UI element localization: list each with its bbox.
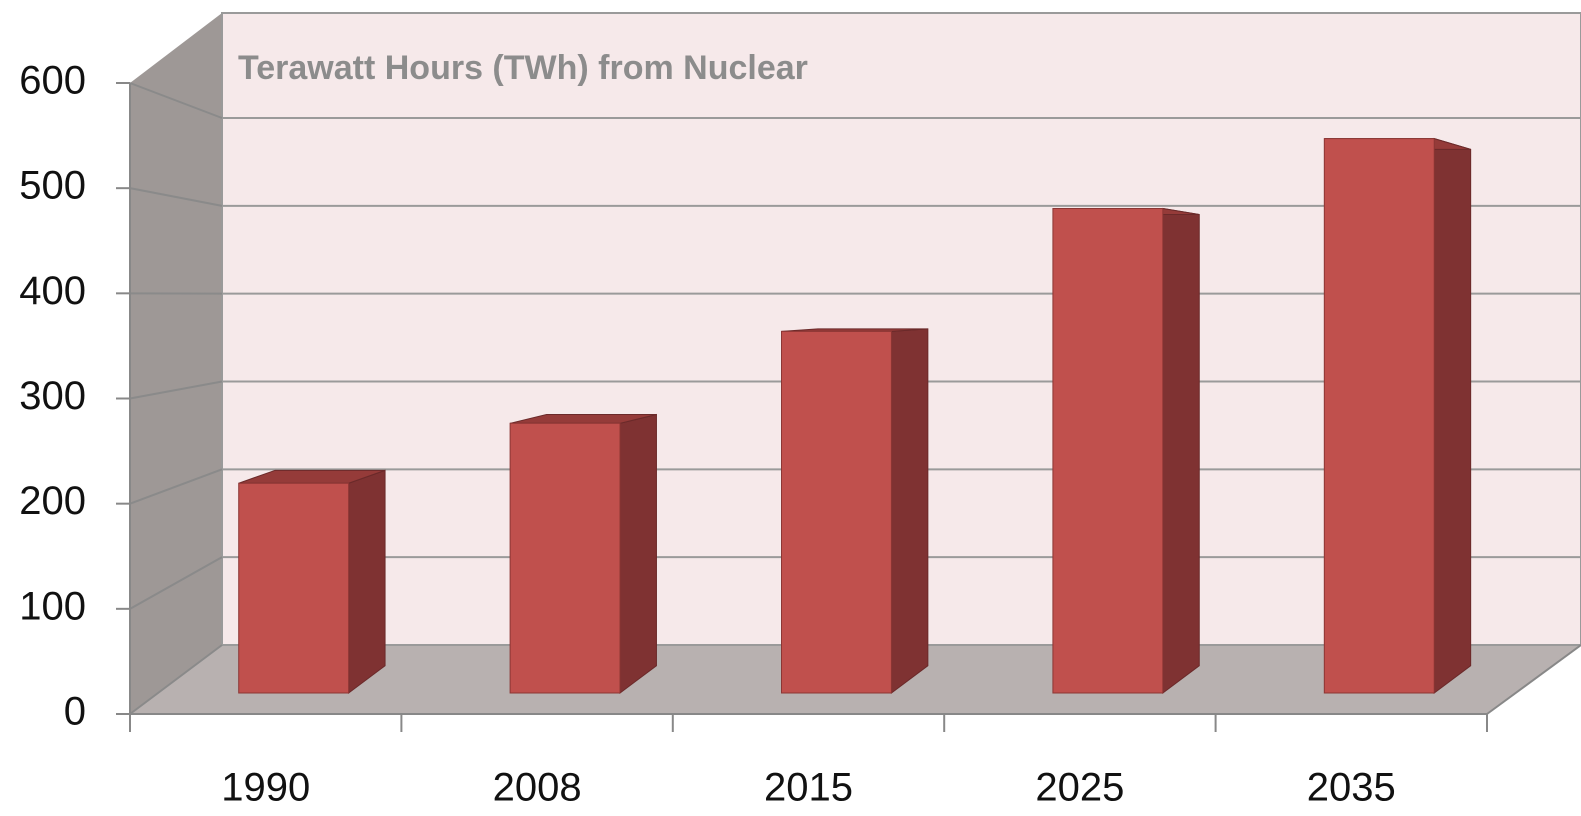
bar-front: [781, 330, 892, 694]
x-tick-label: 1990: [221, 766, 310, 810]
floor-edge: [1486, 644, 1581, 715]
grid-line: [129, 468, 223, 505]
bar: [1052, 207, 1200, 695]
bar-side: [348, 469, 386, 695]
plot-area: [116, 12, 1581, 732]
grid-line: [129, 187, 223, 207]
x-tick-label: 2035: [1307, 766, 1396, 810]
bar-side: [619, 413, 657, 695]
bar-front: [509, 422, 621, 694]
bar-front: [1323, 138, 1435, 694]
chart-title: Terawatt Hours (TWh) from Nuclear: [238, 49, 808, 87]
y-tick-label: 500: [19, 164, 86, 208]
bar: [781, 328, 929, 695]
bar: [1323, 137, 1472, 695]
y-tick-label: 600: [19, 59, 86, 103]
y-tick-label: 300: [19, 374, 86, 418]
bar-front: [238, 482, 350, 694]
bar-side: [890, 328, 929, 695]
x-tick-label: 2008: [493, 766, 582, 810]
y-tick-label: 100: [19, 584, 86, 628]
bar: [509, 413, 657, 695]
grid-line: [129, 82, 223, 119]
bar-side: [1162, 207, 1200, 695]
y-tick-label: 200: [19, 479, 86, 523]
left-wall: [130, 13, 222, 714]
bar-side: [1433, 137, 1472, 695]
grid-line: [129, 644, 223, 715]
grid-line: [129, 380, 223, 400]
x-tick-label: 2015: [764, 766, 853, 810]
x-tick-label: 2025: [1035, 766, 1124, 810]
grid-line: [129, 556, 223, 610]
y-tick-label: 400: [19, 269, 86, 313]
y-tick-label: 0: [64, 690, 86, 734]
bar-front: [1052, 208, 1164, 694]
bar: [238, 469, 386, 695]
